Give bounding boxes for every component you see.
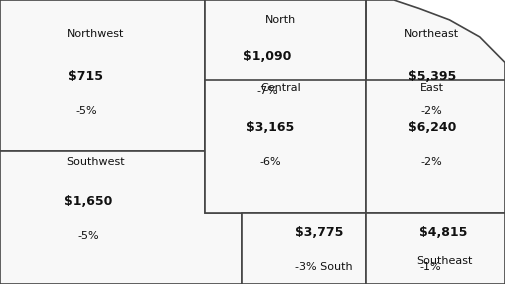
Polygon shape <box>0 0 205 151</box>
Text: $715: $715 <box>68 70 104 83</box>
Text: $6,240: $6,240 <box>408 121 456 134</box>
Polygon shape <box>205 0 366 151</box>
Text: $1,090: $1,090 <box>243 50 292 63</box>
Text: $4,815: $4,815 <box>419 226 468 239</box>
Text: -1%: -1% <box>419 262 441 272</box>
Text: $5,395: $5,395 <box>408 70 456 83</box>
Polygon shape <box>366 213 505 284</box>
Text: Northeast: Northeast <box>404 29 460 39</box>
Text: -2%: -2% <box>421 157 443 167</box>
Text: -6%: -6% <box>260 157 281 167</box>
Text: Southeast: Southeast <box>416 256 473 266</box>
Text: East: East <box>420 83 444 93</box>
Polygon shape <box>205 80 366 213</box>
Text: Southwest: Southwest <box>67 157 125 167</box>
Polygon shape <box>242 213 366 284</box>
Text: -3% South: -3% South <box>295 262 353 272</box>
Text: Central: Central <box>260 83 300 93</box>
Text: -7%: -7% <box>257 86 279 96</box>
Text: $1,650: $1,650 <box>64 195 113 208</box>
Text: $3,165: $3,165 <box>246 121 294 134</box>
Text: -2%: -2% <box>421 106 443 116</box>
Polygon shape <box>366 80 505 213</box>
Text: North: North <box>265 15 296 25</box>
Text: Northwest: Northwest <box>67 29 125 39</box>
Text: $3,775: $3,775 <box>295 226 344 239</box>
Polygon shape <box>0 151 242 284</box>
Text: -5%: -5% <box>75 106 96 116</box>
Text: -5%: -5% <box>78 231 99 241</box>
Polygon shape <box>366 0 505 151</box>
